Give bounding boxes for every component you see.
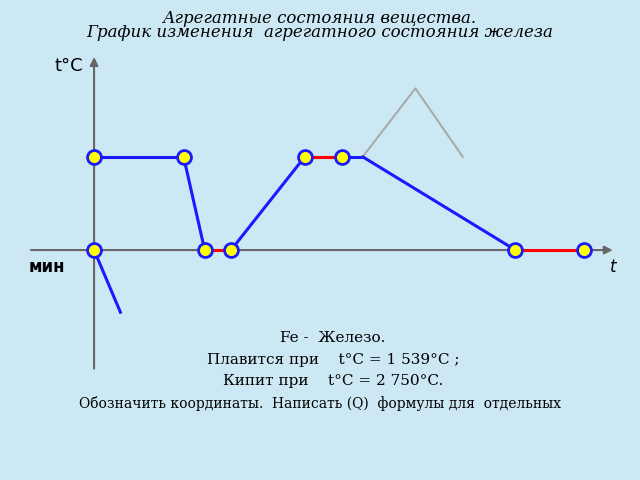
Text: Обозначить координаты.  Написать (Q)  формулы для  отдельных: Обозначить координаты. Написать (Q) форм… <box>79 396 561 411</box>
Text: Плавится при    t°C = 1 539°C ;: Плавится при t°C = 1 539°C ; <box>207 353 459 367</box>
Point <box>179 153 189 161</box>
Point <box>337 153 347 161</box>
Text: Кипит при    t°C = 2 750°C.: Кипит при t°C = 2 750°C. <box>223 374 443 388</box>
Point <box>579 246 589 254</box>
Point <box>510 246 520 254</box>
Point <box>89 246 99 254</box>
Text: Агрегатные состояния вещества.: Агрегатные состояния вещества. <box>163 10 477 26</box>
Point <box>300 153 310 161</box>
Point <box>200 246 210 254</box>
Text: t: t <box>610 258 616 276</box>
Text: мин: мин <box>28 258 65 276</box>
Point <box>226 246 236 254</box>
Text: t°C: t°C <box>55 57 84 75</box>
Point <box>89 153 99 161</box>
Text: Fe -  Железо.: Fe - Железо. <box>280 331 385 345</box>
Text: График изменения  агрегатного состояния железа: График изменения агрегатного состояния ж… <box>86 24 554 41</box>
